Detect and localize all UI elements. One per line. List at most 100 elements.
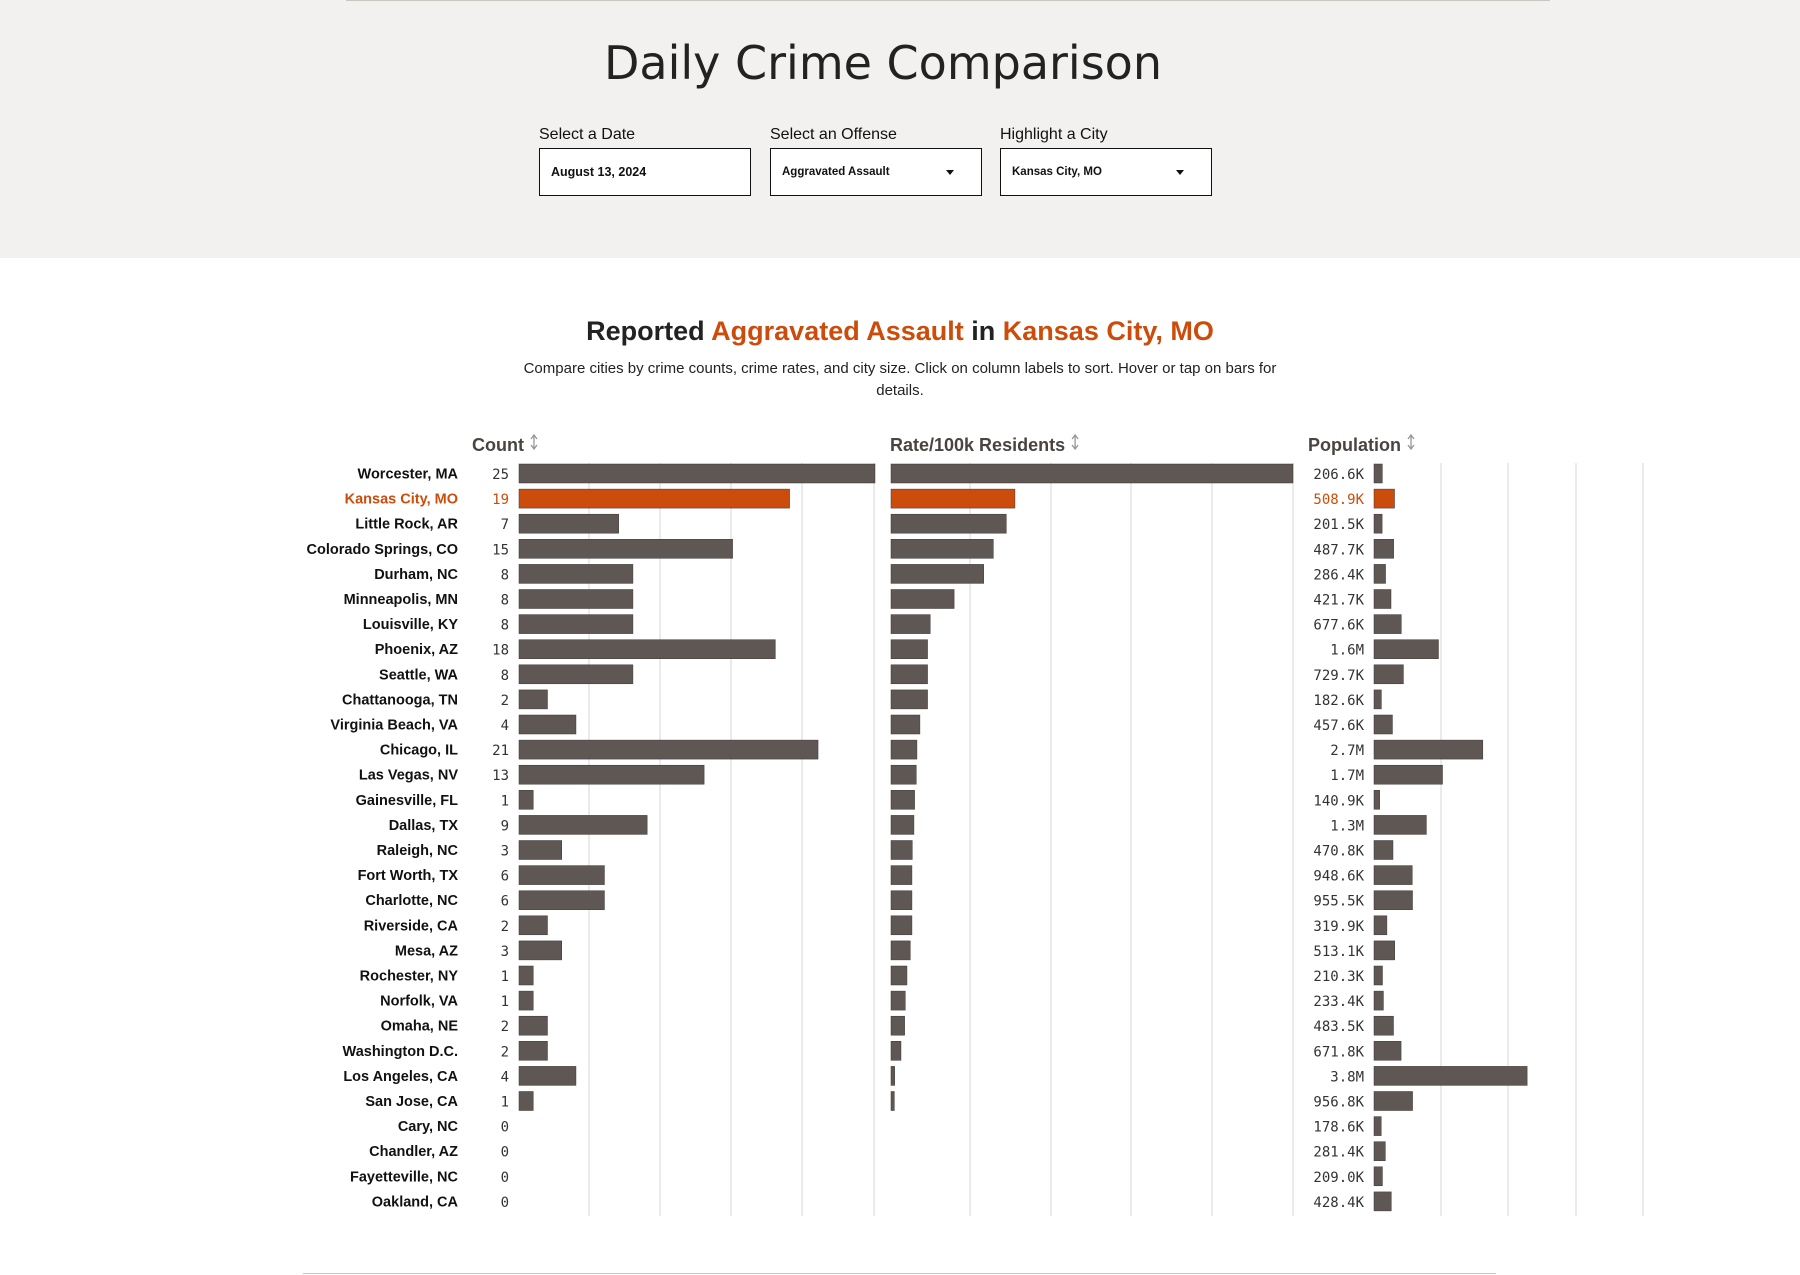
population-bar[interactable] — [1373, 488, 1395, 509]
rate-bar[interactable] — [890, 589, 955, 609]
city-label: Fort Worth, TX — [358, 868, 459, 884]
count-bar[interactable] — [518, 865, 605, 885]
count-value-label: 0 — [501, 1145, 509, 1161]
count-bar[interactable] — [518, 1015, 548, 1036]
rate-bar[interactable] — [890, 1066, 895, 1086]
count-bar[interactable] — [518, 890, 605, 910]
column-header[interactable]: Population — [1308, 435, 1401, 455]
population-bar[interactable] — [1373, 589, 1392, 609]
rate-bar[interactable] — [890, 463, 1294, 484]
city-label: Riverside, CA — [364, 918, 459, 934]
rate-bar[interactable] — [890, 840, 913, 860]
sort-icon[interactable] — [1407, 433, 1415, 451]
population-bar[interactable] — [1373, 840, 1394, 860]
page-title: Daily Crime Comparison — [604, 36, 1162, 90]
population-bar[interactable] — [1373, 965, 1383, 986]
rate-bar[interactable] — [890, 764, 917, 785]
count-bar[interactable] — [518, 840, 562, 860]
population-bar[interactable] — [1373, 463, 1383, 484]
population-bar[interactable] — [1373, 1066, 1528, 1086]
population-bar[interactable] — [1373, 1015, 1394, 1036]
rate-bar[interactable] — [890, 564, 984, 584]
population-bar[interactable] — [1373, 1141, 1386, 1161]
population-bar[interactable] — [1373, 714, 1393, 735]
rate-bar[interactable] — [890, 714, 921, 735]
population-value-label: 470.8K — [1313, 844, 1364, 860]
population-bar[interactable] — [1373, 639, 1439, 659]
date-input[interactable]: August 13, 2024 — [539, 148, 751, 196]
count-bar[interactable] — [518, 990, 534, 1011]
count-bar[interactable] — [518, 1091, 534, 1111]
rate-bar[interactable] — [890, 890, 913, 910]
population-bar[interactable] — [1373, 564, 1386, 584]
population-bar[interactable] — [1373, 865, 1413, 885]
population-bar[interactable] — [1373, 664, 1404, 685]
population-bar[interactable] — [1373, 990, 1384, 1011]
sort-icon[interactable] — [1071, 433, 1079, 451]
population-bar[interactable] — [1373, 1091, 1413, 1111]
population-bar[interactable] — [1373, 614, 1402, 634]
count-bar[interactable] — [518, 539, 733, 559]
rate-bar[interactable] — [890, 965, 908, 986]
population-bar[interactable] — [1373, 513, 1383, 534]
count-bar[interactable] — [518, 463, 876, 484]
population-bar[interactable] — [1373, 940, 1395, 961]
population-bar[interactable] — [1373, 1166, 1383, 1187]
rate-bar[interactable] — [890, 1091, 895, 1111]
count-bar[interactable] — [518, 764, 705, 785]
rate-bar[interactable] — [890, 915, 913, 936]
population-bar[interactable] — [1373, 815, 1427, 835]
population-bar[interactable] — [1373, 890, 1413, 910]
count-bar[interactable] — [518, 664, 634, 685]
rate-bar[interactable] — [890, 614, 931, 634]
population-bar[interactable] — [1373, 689, 1382, 710]
count-bar[interactable] — [518, 915, 548, 936]
population-value-label: 209.0K — [1313, 1170, 1364, 1186]
count-bar[interactable] — [518, 1041, 548, 1061]
count-bar[interactable] — [518, 714, 577, 735]
sort-icon[interactable] — [530, 433, 538, 451]
city-select[interactable]: Kansas City, MO — [1000, 148, 1212, 196]
count-bar[interactable] — [518, 488, 790, 509]
count-value-label: 4 — [501, 718, 509, 734]
count-bar[interactable] — [518, 815, 648, 835]
rate-bar[interactable] — [890, 539, 994, 559]
column-header[interactable]: Rate/100k Residents — [890, 435, 1065, 455]
rate-bar[interactable] — [890, 815, 915, 835]
population-bar[interactable] — [1373, 1116, 1382, 1136]
population-bar[interactable] — [1373, 1191, 1392, 1212]
rate-bar[interactable] — [890, 1015, 905, 1036]
rate-bar[interactable] — [890, 790, 915, 810]
population-bar[interactable] — [1373, 915, 1388, 936]
count-bar[interactable] — [518, 589, 634, 609]
count-bar[interactable] — [518, 965, 534, 986]
population-bar[interactable] — [1373, 764, 1443, 785]
count-bar[interactable] — [518, 513, 619, 534]
rate-bar[interactable] — [890, 739, 918, 760]
population-bar[interactable] — [1373, 739, 1484, 760]
count-bar[interactable] — [518, 739, 819, 760]
population-value-label: 281.4K — [1313, 1145, 1364, 1161]
offense-select[interactable]: Aggravated Assault — [770, 148, 982, 196]
rate-bar[interactable] — [890, 664, 928, 685]
column-header[interactable]: Count — [472, 435, 524, 455]
rate-bar[interactable] — [890, 940, 911, 961]
count-bar[interactable] — [518, 1066, 577, 1086]
rate-bar[interactable] — [890, 639, 928, 659]
rate-bar[interactable] — [890, 513, 1007, 534]
count-bar[interactable] — [518, 639, 776, 659]
count-bar[interactable] — [518, 689, 548, 710]
rate-bar[interactable] — [890, 689, 928, 710]
count-bar[interactable] — [518, 614, 634, 634]
population-bar[interactable] — [1373, 539, 1394, 559]
count-bar[interactable] — [518, 564, 634, 584]
rate-bar[interactable] — [890, 488, 1016, 509]
rate-bar[interactable] — [890, 1041, 902, 1061]
count-bar[interactable] — [518, 790, 534, 810]
count-bar[interactable] — [518, 940, 562, 961]
population-bar[interactable] — [1373, 1041, 1402, 1061]
rate-bar[interactable] — [890, 865, 913, 885]
city-label: Worcester, MA — [358, 467, 459, 483]
rate-bar[interactable] — [890, 990, 906, 1011]
population-bar[interactable] — [1373, 790, 1380, 810]
